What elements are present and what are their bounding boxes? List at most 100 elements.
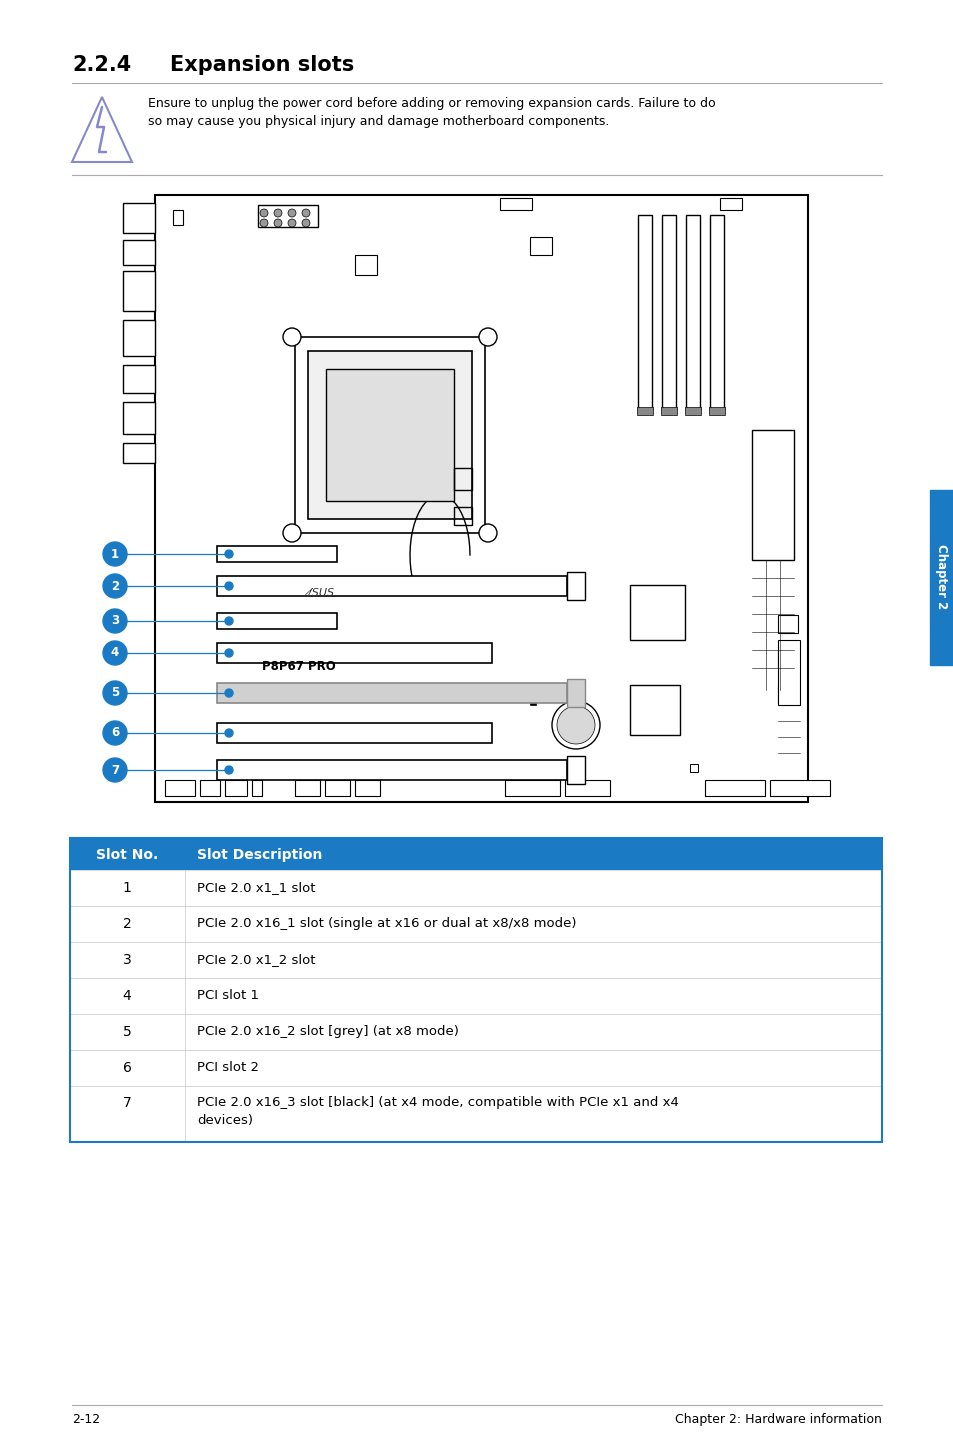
Bar xyxy=(294,779,319,797)
Text: 6: 6 xyxy=(122,1061,132,1076)
Bar xyxy=(355,779,379,797)
Circle shape xyxy=(103,758,127,782)
Text: PCIe 2.0 x16_1 slot (single at x16 or dual at x8/x8 mode): PCIe 2.0 x16_1 slot (single at x16 or du… xyxy=(196,917,576,930)
Circle shape xyxy=(557,706,595,743)
Bar xyxy=(216,761,566,779)
Circle shape xyxy=(103,574,127,598)
Text: 5: 5 xyxy=(123,1025,132,1040)
Circle shape xyxy=(225,617,233,626)
Bar xyxy=(454,508,472,525)
Bar xyxy=(684,407,700,416)
Circle shape xyxy=(103,720,127,745)
Bar xyxy=(769,779,829,797)
Circle shape xyxy=(302,219,310,227)
Bar xyxy=(70,870,882,906)
Bar xyxy=(685,216,700,410)
Circle shape xyxy=(103,641,127,664)
Bar xyxy=(225,779,247,797)
Bar xyxy=(172,210,183,224)
Bar xyxy=(751,430,793,559)
Bar xyxy=(778,615,797,633)
Bar xyxy=(165,779,194,797)
Text: Chapter 2: Chapter 2 xyxy=(935,545,947,610)
Circle shape xyxy=(225,689,233,697)
Text: Slot Description: Slot Description xyxy=(196,848,322,861)
Text: 1: 1 xyxy=(111,548,119,561)
Bar xyxy=(200,779,220,797)
Bar xyxy=(216,643,492,663)
Circle shape xyxy=(288,209,295,217)
Bar xyxy=(530,699,536,705)
Bar xyxy=(123,240,154,265)
Text: Slot No.: Slot No. xyxy=(95,848,158,861)
Circle shape xyxy=(260,219,268,227)
Text: PCIe 2.0 x16_3 slot [black] (at x4 mode, compatible with PCIe x1 and x4
devices): PCIe 2.0 x16_3 slot [black] (at x4 mode,… xyxy=(196,1096,679,1127)
Text: 3: 3 xyxy=(123,953,132,966)
Circle shape xyxy=(103,610,127,633)
Circle shape xyxy=(283,328,301,347)
Circle shape xyxy=(552,700,599,749)
Bar xyxy=(216,723,492,743)
Text: 2-12: 2-12 xyxy=(71,1414,100,1426)
Bar xyxy=(123,270,154,311)
Text: 2: 2 xyxy=(111,580,119,592)
Circle shape xyxy=(283,523,301,542)
Text: 2.2.4: 2.2.4 xyxy=(71,55,132,75)
Bar xyxy=(70,838,882,870)
Bar xyxy=(778,650,797,669)
Bar xyxy=(564,779,609,797)
Bar xyxy=(70,1050,882,1086)
Text: 2: 2 xyxy=(123,917,132,930)
Bar xyxy=(216,613,336,628)
Bar xyxy=(778,684,797,703)
Bar xyxy=(70,1014,882,1050)
Text: 6: 6 xyxy=(111,726,119,739)
Circle shape xyxy=(103,542,127,567)
Text: P8P67 PRO: P8P67 PRO xyxy=(262,660,335,673)
Text: PCI slot 2: PCI slot 2 xyxy=(196,1061,258,1074)
Bar xyxy=(216,683,566,703)
Bar xyxy=(454,467,472,490)
Bar xyxy=(638,216,651,410)
Text: 3: 3 xyxy=(111,614,119,627)
Text: PCIe 2.0 x16_2 slot [grey] (at x8 mode): PCIe 2.0 x16_2 slot [grey] (at x8 mode) xyxy=(196,1025,458,1038)
Bar xyxy=(123,403,154,434)
Circle shape xyxy=(225,729,233,738)
Bar xyxy=(629,684,679,735)
Text: PCI slot 1: PCI slot 1 xyxy=(196,989,258,1002)
Text: Chapter 2: Hardware information: Chapter 2: Hardware information xyxy=(675,1414,882,1426)
Bar xyxy=(778,640,800,705)
Bar xyxy=(257,206,317,227)
Bar xyxy=(308,351,472,519)
Bar xyxy=(661,216,676,410)
Bar xyxy=(123,443,154,463)
Circle shape xyxy=(274,219,282,227)
Circle shape xyxy=(288,219,295,227)
Bar xyxy=(252,779,262,797)
Bar xyxy=(123,321,154,357)
Circle shape xyxy=(302,209,310,217)
Text: /̸SUS: /̸SUS xyxy=(308,588,334,598)
Bar xyxy=(689,764,698,772)
Bar xyxy=(637,407,652,416)
Text: 1: 1 xyxy=(122,881,132,894)
Bar xyxy=(704,779,764,797)
Bar xyxy=(929,490,953,664)
Text: 4: 4 xyxy=(111,647,119,660)
Bar xyxy=(154,196,807,802)
Circle shape xyxy=(260,209,268,217)
Bar xyxy=(326,370,454,500)
Bar xyxy=(499,198,532,210)
Bar xyxy=(70,942,882,978)
Bar xyxy=(70,838,882,1142)
Bar xyxy=(530,237,552,255)
Text: Ensure to unplug the power cord before adding or removing expansion cards. Failu: Ensure to unplug the power cord before a… xyxy=(148,96,715,128)
Circle shape xyxy=(478,328,497,347)
Bar xyxy=(708,407,724,416)
Text: 5: 5 xyxy=(111,686,119,699)
Text: Expansion slots: Expansion slots xyxy=(170,55,354,75)
Bar xyxy=(70,906,882,942)
Circle shape xyxy=(225,582,233,590)
Bar xyxy=(216,577,566,595)
Text: 7: 7 xyxy=(123,1096,132,1110)
